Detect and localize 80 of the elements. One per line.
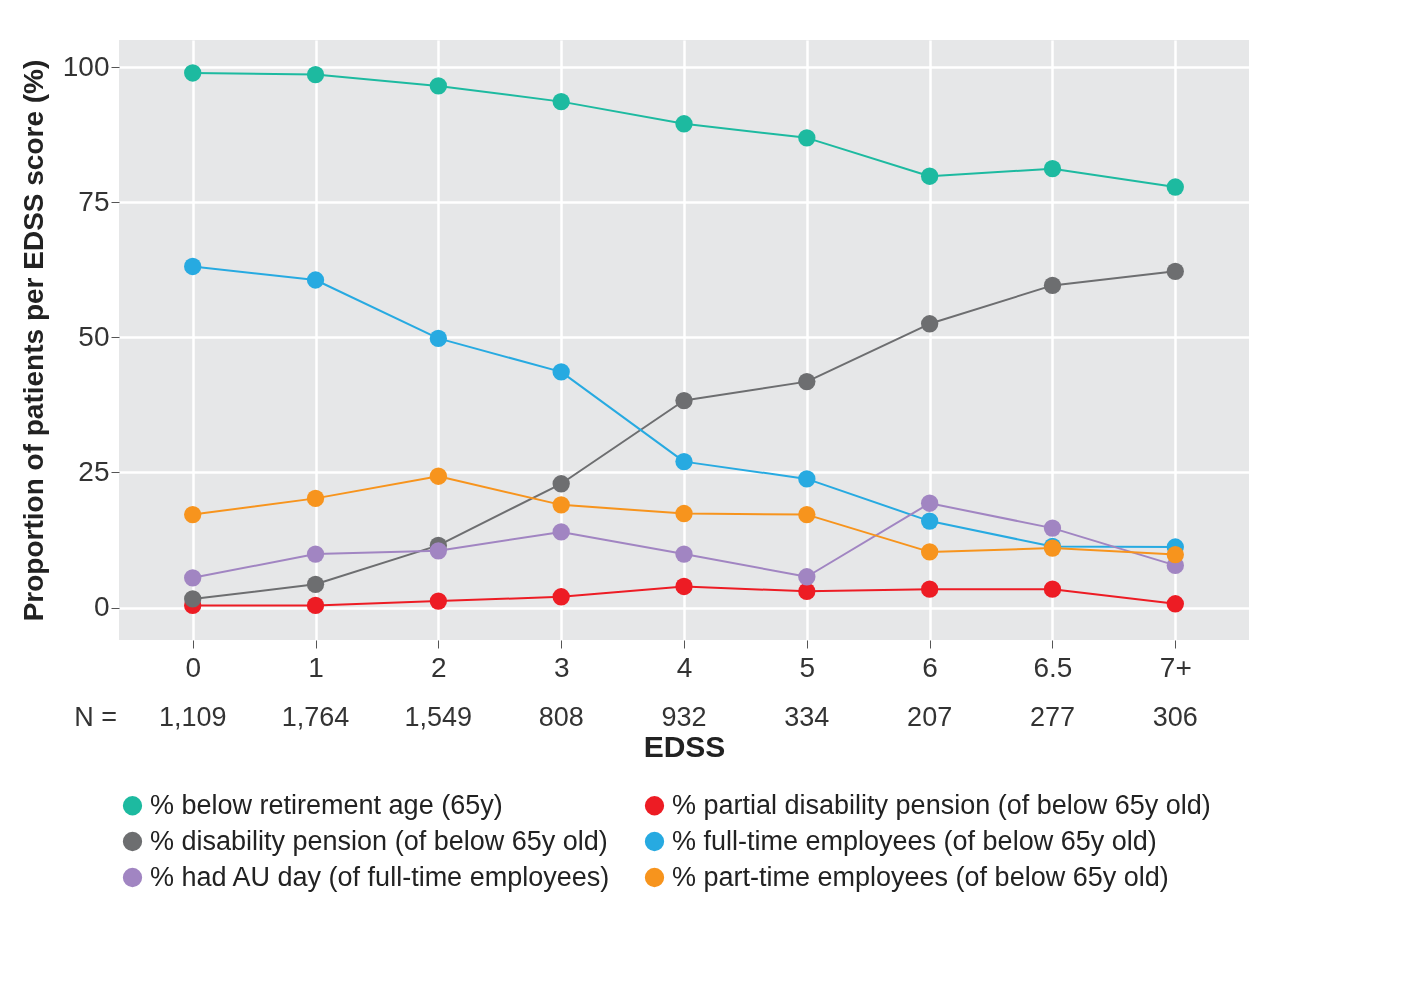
point: [429, 329, 448, 348]
x-tick-label: 6: [922, 651, 938, 683]
point: [306, 271, 325, 289]
point: [552, 363, 570, 381]
text: 306: [1152, 702, 1198, 732]
point: [429, 77, 448, 95]
text: 207: [907, 702, 953, 732]
y-tick-label: 0: [93, 591, 110, 623]
point: [429, 542, 448, 560]
x-tick-label: 5: [799, 651, 816, 683]
point: [920, 494, 939, 512]
y-tick-label: 50: [78, 320, 110, 352]
point: [1166, 545, 1184, 564]
point: [184, 569, 202, 587]
point: [1043, 276, 1062, 295]
point: [429, 592, 448, 610]
text: 334: [784, 702, 830, 732]
x-tick-label: 7+: [1159, 651, 1192, 683]
y-tick-label: 25: [78, 455, 110, 487]
text: 1,109: [158, 702, 227, 732]
x-tick-label: 0: [185, 651, 201, 683]
point: [184, 590, 202, 608]
y-tick-label: 75: [78, 185, 110, 217]
legend-label: % disability pension (of below 65y old): [150, 825, 608, 856]
y-axis-title: Proportion of patients per EDSS score (%): [17, 59, 49, 622]
text: 808: [538, 702, 584, 732]
point: [798, 470, 816, 488]
point: [1166, 595, 1184, 613]
x-axis-title: EDSS: [643, 729, 726, 763]
point: [798, 505, 816, 524]
legend-label: % full-time employees (of below 65y old): [672, 825, 1157, 856]
point: [920, 512, 939, 530]
point: [552, 588, 570, 606]
point: [184, 64, 202, 82]
point: [552, 523, 570, 541]
point: [1166, 262, 1184, 280]
point: [798, 372, 816, 391]
point: [552, 496, 570, 514]
point: [306, 65, 325, 84]
point: [1043, 160, 1062, 178]
point: [1043, 519, 1062, 537]
text: 1,549: [404, 702, 473, 732]
point: [1166, 178, 1184, 196]
point: [798, 582, 816, 600]
point: [920, 543, 939, 561]
point: [675, 545, 693, 563]
point: [675, 577, 693, 596]
point: [306, 596, 325, 615]
point: [306, 545, 325, 563]
point: [675, 391, 693, 410]
legend-label: % below retirement age (65y): [150, 789, 503, 820]
point: [798, 129, 816, 147]
point: [920, 167, 939, 185]
point: [675, 504, 693, 523]
point: [184, 505, 202, 524]
point: [184, 257, 202, 276]
text: 1,764: [281, 702, 350, 732]
point: [552, 475, 570, 493]
text: 277: [1029, 702, 1076, 732]
x-tick-label: 4: [676, 651, 693, 683]
point: [920, 315, 939, 333]
y-tick-label: 100: [62, 50, 110, 82]
text: N =: [74, 702, 118, 732]
legend-label: % partial disability pension (of below 65y old): [672, 789, 1211, 820]
point: [798, 568, 816, 586]
point: [675, 452, 693, 471]
legend-label: % had AU day (of full-time employees): [150, 861, 610, 892]
point: [920, 580, 939, 598]
x-tick-label: 1: [308, 651, 324, 683]
point: [306, 489, 325, 508]
point: [675, 115, 693, 133]
x-tick-label: 3: [553, 651, 570, 683]
point: [306, 575, 325, 593]
x-tick-label: 6.5: [1033, 651, 1073, 683]
point: [429, 467, 448, 485]
text: 932: [661, 702, 707, 732]
point: [1043, 580, 1062, 598]
legend-label: % part-time employees (of below 65y old): [672, 861, 1169, 892]
point: [552, 92, 570, 111]
x-tick-label: 2: [431, 651, 447, 683]
